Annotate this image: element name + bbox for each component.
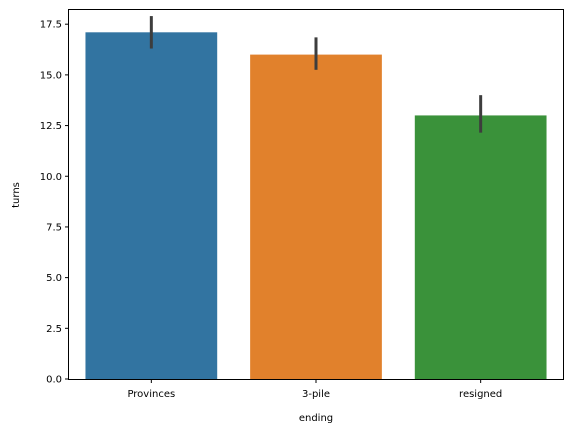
x-tick-label: resigned [459,389,502,400]
x-axis-ticks: Provinces 3-pile resigned [127,379,502,400]
y-tick-label: 0.0 [46,375,62,386]
y-tick-label: 17.5 [40,20,62,31]
y-axis-ticks: 0.0 2.5 5.0 7.5 10.0 12.5 15.0 17.5 [40,20,69,386]
y-axis-label: turns [11,182,22,208]
y-tick-label: 2.5 [46,324,62,335]
y-tick-label: 12.5 [40,121,62,132]
bar-resigned [414,115,547,379]
x-axis-label: ending [299,413,333,424]
error-bars-layer [149,16,483,133]
bars-layer [85,32,547,380]
y-tick-label: 7.5 [46,222,62,233]
y-tick-label: 5.0 [46,273,62,284]
x-tick-label: 3-pile [302,389,330,400]
y-tick-label: 15.0 [40,70,62,81]
y-tick-label: 10.0 [40,172,62,183]
bar-3-pile [250,54,382,379]
bar-provinces [85,32,218,380]
x-tick-label: Provinces [127,389,175,400]
